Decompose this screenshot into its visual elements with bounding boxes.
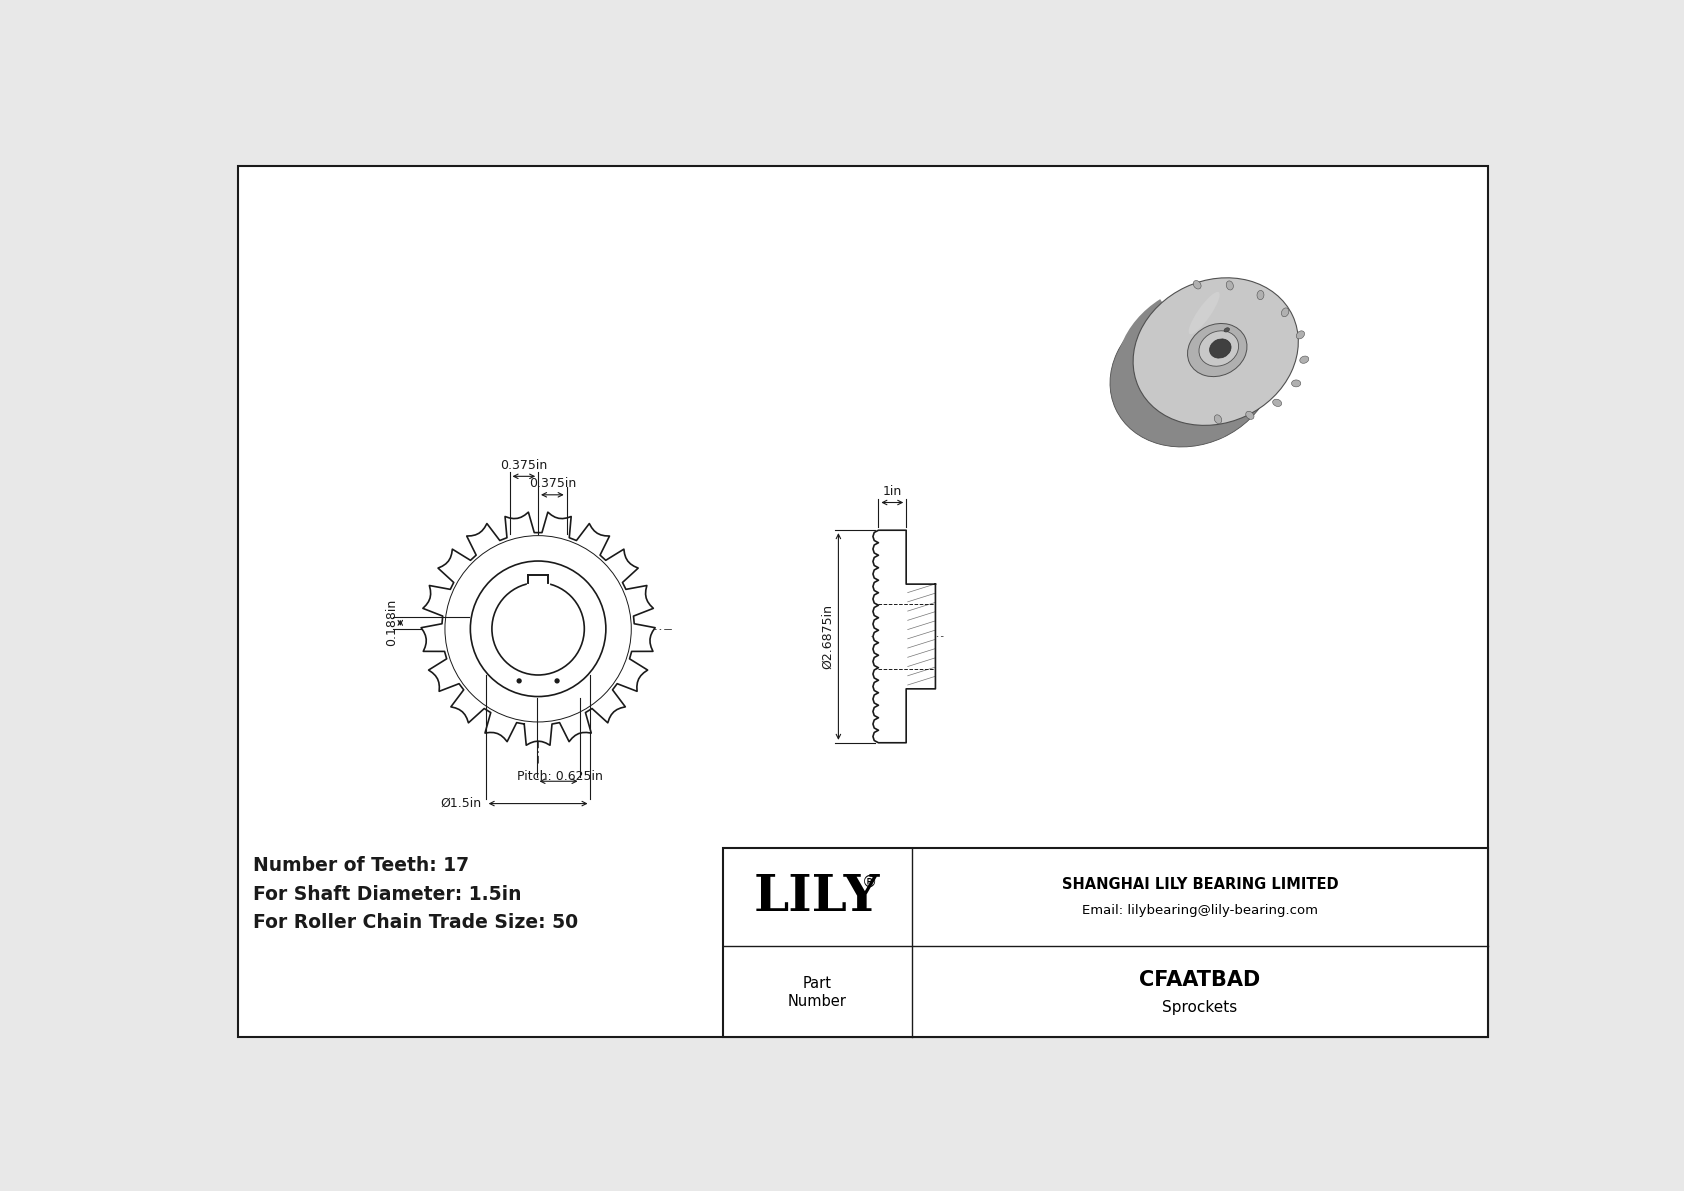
- Text: 0.375in: 0.375in: [500, 459, 547, 472]
- Ellipse shape: [1256, 291, 1265, 300]
- Ellipse shape: [1297, 331, 1305, 339]
- Text: Number of Teeth: 17: Number of Teeth: 17: [253, 856, 470, 875]
- Ellipse shape: [1189, 292, 1219, 335]
- Ellipse shape: [1199, 331, 1239, 366]
- Ellipse shape: [1226, 281, 1233, 289]
- Text: Part: Part: [803, 977, 832, 991]
- Ellipse shape: [1133, 278, 1298, 425]
- Ellipse shape: [1194, 281, 1201, 289]
- Circle shape: [517, 679, 520, 682]
- Text: Ø1.5in: Ø1.5in: [440, 797, 482, 810]
- Text: For Shaft Diameter: 1.5in: For Shaft Diameter: 1.5in: [253, 885, 522, 904]
- Polygon shape: [872, 530, 935, 743]
- Ellipse shape: [1246, 411, 1255, 419]
- Ellipse shape: [1300, 356, 1308, 363]
- Ellipse shape: [1292, 380, 1300, 387]
- Text: Number: Number: [788, 994, 847, 1009]
- Text: Pitch: 0.625in: Pitch: 0.625in: [517, 771, 603, 784]
- Text: ®: ®: [862, 875, 877, 890]
- Ellipse shape: [1187, 324, 1246, 376]
- Bar: [722, 848, 1489, 1037]
- Text: 0.188in: 0.188in: [386, 599, 397, 647]
- Ellipse shape: [1224, 328, 1229, 332]
- Polygon shape: [527, 574, 549, 584]
- Ellipse shape: [1209, 339, 1231, 358]
- Text: Email: lilybearing@lily-bearing.com: Email: lilybearing@lily-bearing.com: [1081, 904, 1319, 917]
- Ellipse shape: [1214, 414, 1221, 424]
- Text: For Roller Chain Trade Size: 50: For Roller Chain Trade Size: 50: [253, 913, 578, 933]
- Polygon shape: [421, 512, 655, 746]
- Text: CFAATBAD: CFAATBAD: [1140, 969, 1261, 990]
- Text: Sprockets: Sprockets: [1162, 999, 1238, 1015]
- Text: LILY: LILY: [754, 873, 881, 922]
- Text: 0.375in: 0.375in: [529, 478, 576, 491]
- Circle shape: [556, 679, 559, 682]
- Text: 1in: 1in: [882, 485, 903, 498]
- Ellipse shape: [1282, 308, 1288, 317]
- Text: SHANGHAI LILY BEARING LIMITED: SHANGHAI LILY BEARING LIMITED: [1061, 877, 1339, 892]
- Ellipse shape: [1273, 399, 1282, 406]
- Text: Ø2.6875in: Ø2.6875in: [820, 604, 834, 669]
- Ellipse shape: [1110, 299, 1275, 447]
